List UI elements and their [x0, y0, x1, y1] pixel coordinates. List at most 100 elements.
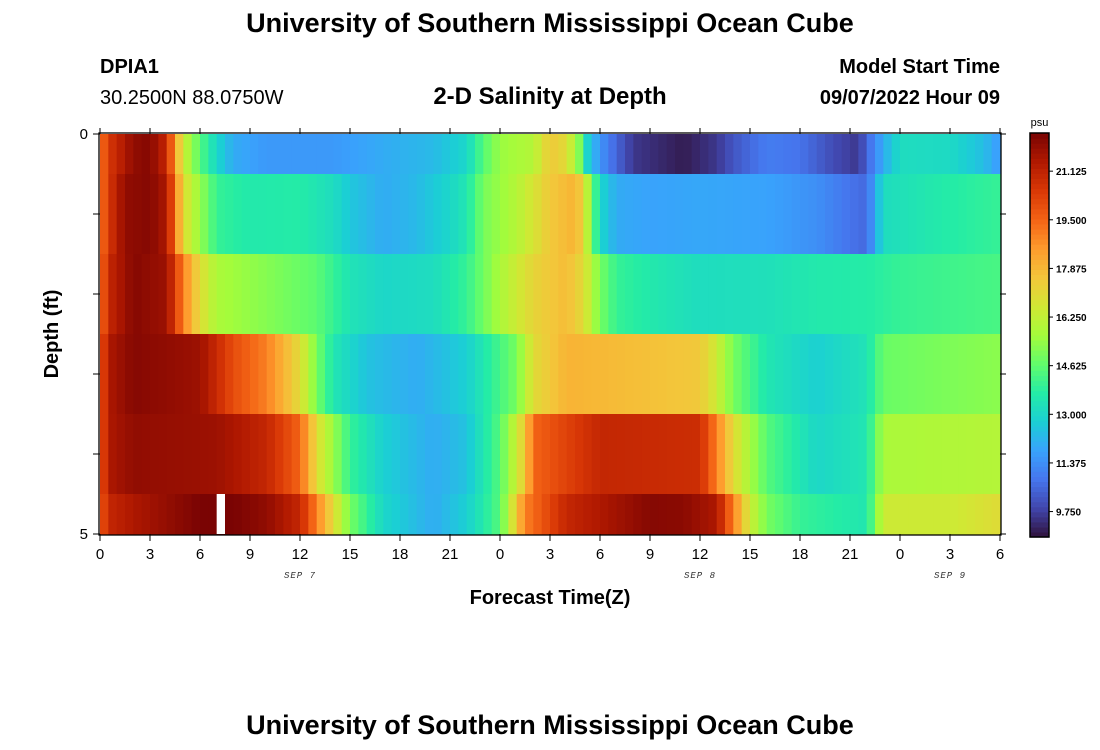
heat-cell: [925, 334, 934, 415]
heat-cell: [458, 134, 468, 175]
heat-cell: [275, 334, 284, 415]
heat-cell: [416, 134, 426, 175]
heat-cell: [816, 414, 826, 495]
colorbar-segment: [1030, 284, 1049, 291]
colorbar-segment: [1030, 511, 1049, 518]
heat-cell: [633, 174, 643, 255]
heat-cell: [525, 254, 534, 335]
heat-cell: [408, 174, 418, 255]
heat-cell: [941, 334, 951, 415]
heat-cell: [950, 494, 959, 535]
heat-cell: [575, 134, 584, 175]
heat-cell: [383, 414, 393, 495]
y-axis-title: Depth (ft): [41, 290, 63, 379]
heat-cell: [491, 334, 501, 415]
heat-cell: [600, 494, 609, 535]
heat-cell: [441, 254, 451, 335]
heat-cell: [875, 174, 884, 255]
heat-cell: [125, 494, 134, 535]
heat-cell: [183, 134, 193, 175]
heat-cell: [141, 334, 151, 415]
heat-cell: [608, 334, 618, 415]
heat-cell: [800, 174, 809, 255]
heat-cell: [883, 134, 893, 175]
heat-cell: [808, 174, 818, 255]
heat-cell: [375, 174, 384, 255]
heat-cell: [516, 134, 526, 175]
heat-cell: [925, 254, 934, 335]
heat-cell: [641, 174, 651, 255]
colorbar-segment: [1030, 133, 1049, 139]
heat-cell: [933, 254, 943, 335]
heat-cell: [333, 334, 343, 415]
heat-cell: [358, 334, 368, 415]
heat-cell: [616, 414, 626, 495]
colorbar-segment: [1030, 380, 1049, 387]
heat-cell: [975, 494, 984, 535]
colorbar-segment: [1030, 259, 1049, 265]
heat-cell: [141, 174, 151, 255]
heat-cell: [783, 414, 793, 495]
heat-cell: [600, 254, 609, 335]
heat-cell: [958, 134, 968, 175]
heat-cell: [491, 494, 501, 535]
heat-cell: [950, 414, 959, 495]
heat-cell: [791, 254, 801, 335]
heat-cell: [291, 494, 301, 535]
heat-cell: [575, 334, 584, 415]
heat-cell: [875, 334, 884, 415]
heat-cell: [158, 334, 168, 415]
colorbar-segment: [1030, 249, 1049, 255]
heat-cell: [758, 134, 768, 175]
heat-cell: [341, 494, 351, 535]
model-start-label: Model Start Time: [839, 56, 1000, 78]
y-tick-label: 0: [80, 126, 88, 143]
heat-cell: [591, 414, 601, 495]
heat-cell: [633, 334, 643, 415]
heat-cell: [591, 494, 601, 535]
colorbar-segment: [1030, 415, 1049, 422]
heat-cell: [716, 494, 726, 535]
heat-cell: [891, 134, 901, 175]
heat-cell: [141, 254, 151, 335]
heat-cell: [325, 334, 334, 415]
heat-cell: [725, 254, 734, 335]
colorbar-segment: [1030, 178, 1049, 185]
heat-cell: [933, 134, 943, 175]
colorbar-segment: [1030, 138, 1049, 144]
colorbar-segment: [1030, 436, 1049, 442]
heat-cell: [625, 134, 634, 175]
heat-cell: [225, 334, 234, 415]
heat-cell: [983, 334, 993, 415]
heat-cell: [108, 414, 118, 495]
heat-cell: [250, 174, 259, 255]
heat-cell: [208, 494, 218, 535]
colorbar-segment: [1030, 466, 1049, 472]
heat-cell: [833, 174, 843, 255]
heat-cell: [675, 254, 684, 335]
heat-cell: [775, 174, 784, 255]
colorbar-segment: [1030, 430, 1049, 437]
heat-cell: [608, 494, 618, 535]
heat-cell: [500, 334, 509, 415]
heat-cell: [450, 134, 459, 175]
heat-cell: [100, 174, 109, 255]
heat-cell: [850, 334, 859, 415]
heat-cell: [358, 494, 368, 535]
heat-cell: [758, 414, 768, 495]
heat-cell: [108, 494, 118, 535]
heat-cell: [791, 494, 801, 535]
heat-cell: [616, 334, 626, 415]
heat-cell: [500, 254, 509, 335]
heat-cell: [508, 254, 518, 335]
heat-cell: [241, 134, 251, 175]
heat-cell: [583, 414, 593, 495]
colorbar-segment: [1030, 476, 1049, 483]
x-tick-label: 0: [496, 546, 504, 563]
heat-cell: [558, 414, 568, 495]
heat-cell: [166, 334, 176, 415]
heat-cell: [641, 414, 651, 495]
heat-cell: [941, 254, 951, 335]
heat-cell: [358, 254, 368, 335]
heat-cell: [241, 334, 251, 415]
